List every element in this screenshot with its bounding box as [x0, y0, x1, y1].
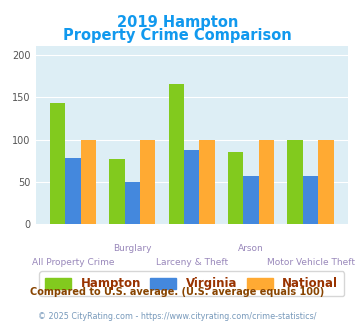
Bar	[109, 159, 125, 224]
Text: Compared to U.S. average. (U.S. average equals 100): Compared to U.S. average. (U.S. average …	[31, 287, 324, 297]
Bar	[303, 176, 318, 224]
Bar	[200, 140, 215, 224]
Bar	[65, 158, 81, 224]
Bar	[169, 84, 184, 224]
Bar	[287, 140, 303, 224]
Text: Property Crime Comparison: Property Crime Comparison	[63, 28, 292, 43]
Bar	[125, 182, 140, 224]
Text: 2019 Hampton: 2019 Hampton	[117, 15, 238, 30]
Text: Motor Vehicle Theft: Motor Vehicle Theft	[267, 258, 355, 267]
Legend: Hampton, Virginia, National: Hampton, Virginia, National	[39, 271, 344, 296]
Bar	[259, 140, 274, 224]
Bar	[50, 103, 65, 224]
Text: All Property Crime: All Property Crime	[32, 258, 114, 267]
Text: Arson: Arson	[238, 244, 264, 253]
Bar	[228, 152, 244, 224]
Text: Burglary: Burglary	[113, 244, 152, 253]
Bar	[81, 140, 96, 224]
Bar	[140, 140, 155, 224]
Bar	[244, 176, 259, 224]
Bar	[318, 140, 334, 224]
Text: © 2025 CityRating.com - https://www.cityrating.com/crime-statistics/: © 2025 CityRating.com - https://www.city…	[38, 312, 317, 321]
Bar	[184, 150, 200, 224]
Text: Larceny & Theft: Larceny & Theft	[155, 258, 228, 267]
